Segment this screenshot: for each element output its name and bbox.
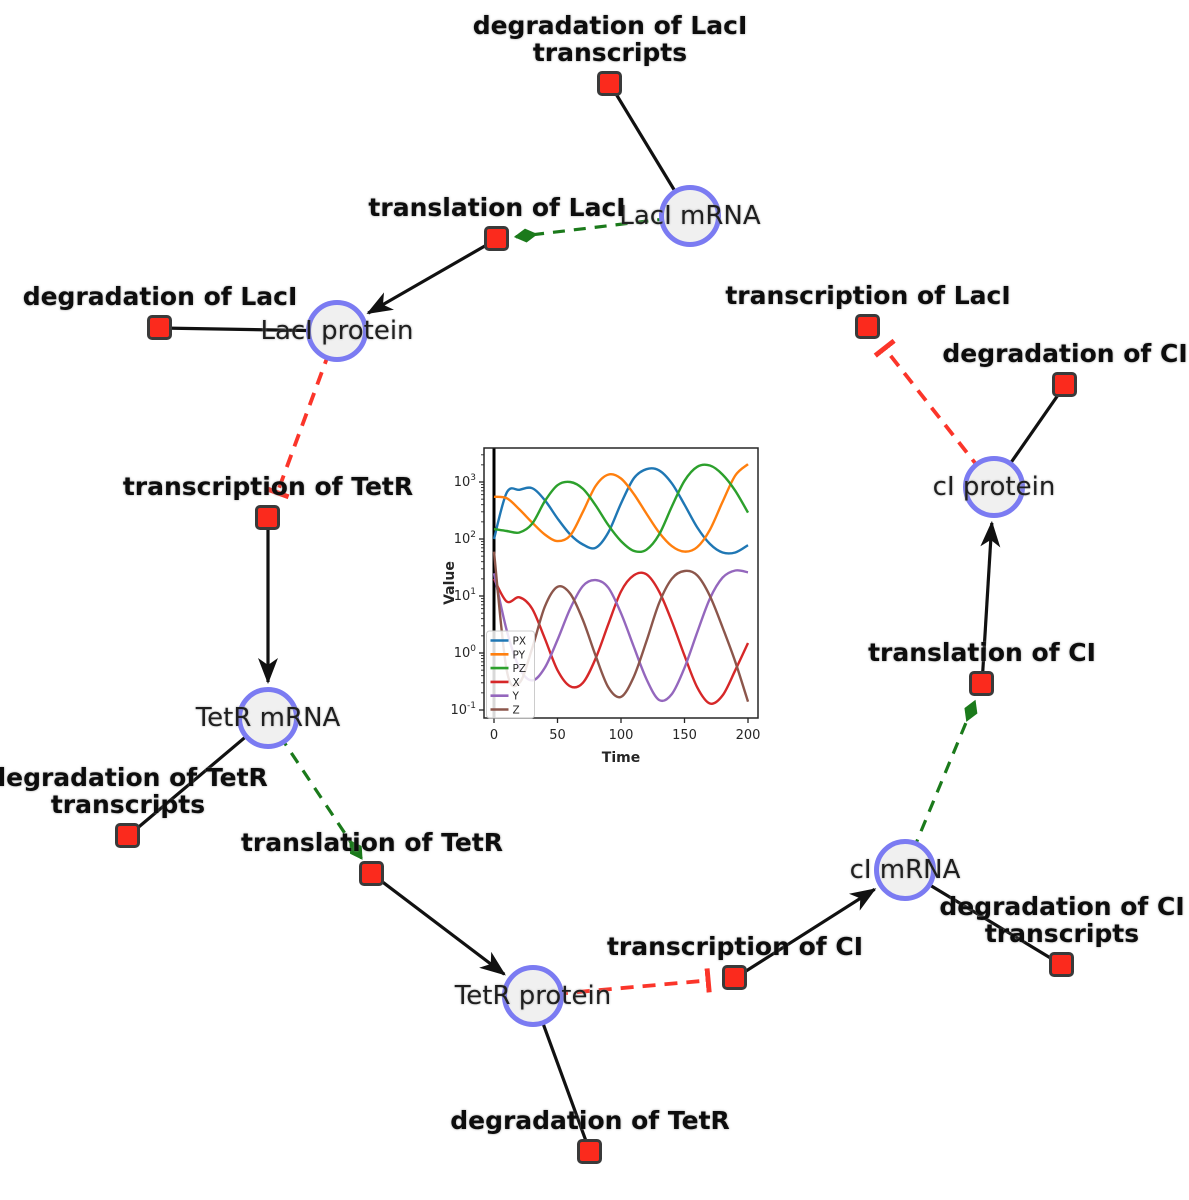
chart-xlabel: Time — [602, 750, 640, 766]
chart-series-PZ — [493, 463, 750, 554]
chart-xtick-150: 150 — [672, 728, 697, 743]
chart-ytick-1e1: 101 — [454, 587, 476, 604]
chart-series-Y — [492, 569, 749, 703]
chart-xtick-200: 200 — [736, 728, 761, 743]
chart-series-PY — [493, 463, 749, 553]
species-node-laci-protein[interactable] — [306, 300, 368, 362]
edge-produce-translation-tetr-to-tetr-protein — [371, 872, 506, 976]
species-node-tetr-protein[interactable] — [502, 965, 564, 1027]
chart-series-X — [492, 571, 750, 705]
chart-ytick-1e2: 102 — [454, 530, 476, 547]
edge-produce-translation-laci-to-laci-protein — [366, 237, 498, 315]
chart-ylabel: Value — [442, 561, 458, 605]
reaction-node-transcription-laci[interactable] — [855, 314, 880, 339]
reaction-node-deg-laci[interactable] — [147, 315, 172, 340]
chart-xtick-50: 50 — [549, 728, 566, 743]
reaction-node-transcription-tetr[interactable] — [255, 505, 280, 530]
chart-xtick-0: 0 — [490, 728, 498, 743]
reaction-node-deg-tetr-tx[interactable] — [115, 823, 140, 848]
reaction-node-deg-tetr[interactable] — [577, 1139, 602, 1164]
reaction-node-transcription-ci[interactable] — [722, 965, 747, 990]
chart-ytick-1e3: 103 — [454, 473, 476, 490]
reaction-node-translation-tetr[interactable] — [359, 861, 384, 886]
chart-xtick-100: 100 — [609, 728, 634, 743]
chart-legend-label-Y: Y — [512, 691, 520, 703]
reaction-node-deg-ci[interactable] — [1052, 372, 1077, 397]
reaction-node-translation-laci[interactable] — [484, 226, 509, 251]
chart-legend-box — [486, 630, 535, 719]
species-node-ci-mrna[interactable] — [874, 839, 936, 901]
chart-ytick-1e0: 100 — [454, 644, 477, 661]
species-node-laci-mrna[interactable] — [659, 185, 721, 247]
edge-produce-translation-ci-to-ci-protein — [980, 520, 1001, 685]
chart-legend-label-PX: PX — [513, 636, 527, 648]
chart-legend-label-PZ: PZ — [513, 663, 527, 675]
reaction-node-deg-laci-tx[interactable] — [597, 71, 622, 96]
edge-produce-transcription-ci-to-ci-mrna — [734, 887, 877, 980]
species-node-tetr-mrna[interactable] — [237, 687, 299, 749]
chart-legend-label-X: X — [513, 677, 520, 689]
chart-series-PX — [492, 467, 749, 555]
inset-chart: 0 50 100 150 20010-1100101102103TimeValuePXP… — [442, 447, 761, 766]
chart-legend-label-PY: PY — [513, 649, 526, 661]
chart-legend-label-Z: Z — [513, 705, 520, 717]
species-node-ci-protein[interactable] — [963, 456, 1025, 518]
reaction-node-deg-ci-tx[interactable] — [1049, 952, 1074, 977]
reaction-node-translation-ci[interactable] — [969, 671, 994, 696]
chart-ytick-1e-1: 10-1 — [450, 701, 476, 718]
